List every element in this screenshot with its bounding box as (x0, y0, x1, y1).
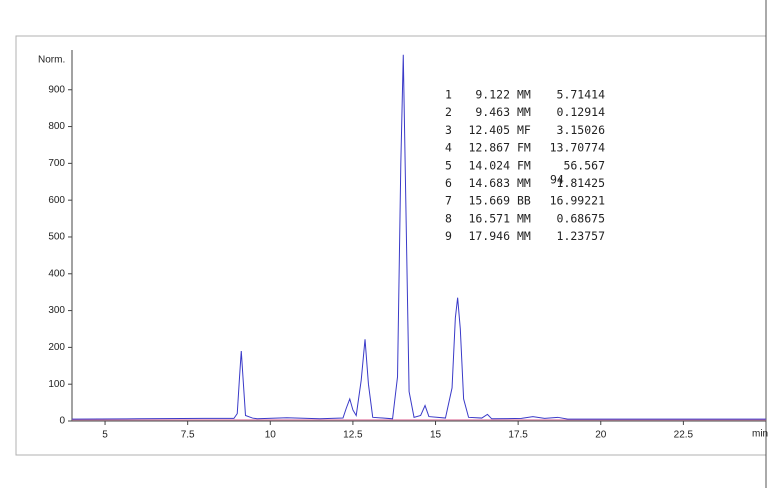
peak-table-cell: 1 (445, 88, 452, 102)
x-tick-label: 10 (265, 430, 277, 441)
trace (71, 54, 766, 420)
x-tick-label: 5 (102, 430, 108, 441)
y-tick-label: 500 (48, 232, 65, 243)
y-tick-label: 600 (48, 195, 65, 206)
peak-table-cell: FM (517, 158, 531, 172)
peak-table-cell: 14.024 (468, 158, 510, 172)
peak-table-cell: 2 (445, 105, 452, 119)
peak-table-cell: 17.946 (468, 229, 510, 243)
peak-table-cell: 15.669 (468, 194, 510, 208)
peak-table-cell: 5 (445, 158, 452, 172)
peak-table-cell: 4 (445, 141, 452, 155)
peak-table-cell: 3.15026 (557, 123, 606, 137)
y-tick-label: 400 (48, 268, 65, 279)
peak-table-cell: 1.81425 (557, 176, 605, 190)
peak-table-cell: MM (517, 176, 531, 190)
y-tick-label: 700 (48, 158, 65, 169)
overflow-text: 94 (550, 173, 564, 187)
peak-table-cell: 12.867 (468, 141, 510, 155)
x-tick-label: 15 (430, 430, 442, 441)
peak-table-cell: 9 (445, 229, 452, 243)
peak-table-cell: 9.463 (475, 105, 510, 119)
peak-table-cell: 8 (445, 211, 452, 225)
y-tick-label: 0 (59, 416, 65, 427)
peak-table-cell: 13.70774 (550, 141, 605, 155)
peak-table-cell: MM (517, 88, 531, 102)
peak-table-cell: 14.683 (468, 176, 510, 190)
peak-table-cell: MM (517, 211, 531, 225)
y-tick-label: 300 (48, 305, 65, 316)
x-tick-label: 12.5 (343, 430, 363, 441)
peak-table-cell: 7 (445, 194, 452, 208)
peak-table-cell: 16.571 (468, 211, 510, 225)
peak-table-cell: 9.122 (475, 88, 510, 102)
frame (15, 35, 767, 456)
peak-table-cell: 56.567 (563, 158, 605, 172)
peak-table-cell: BB (517, 194, 531, 208)
y-tick-label: 200 (48, 342, 65, 353)
peak-table-cell: MM (517, 229, 531, 243)
peak-table-cell: 0.12914 (557, 105, 606, 119)
peak-table-cell: 3 (445, 123, 452, 137)
peak-table-cell: FM (517, 141, 531, 155)
y-tick-label: 900 (48, 84, 65, 95)
peak-table-cell: MM (517, 105, 531, 119)
peak-table-cell: 1.23757 (557, 229, 606, 243)
peak-table-cell: 12.405 (468, 123, 510, 137)
y-tick-label: 800 (48, 121, 65, 132)
peak-table-cell: 16.99221 (550, 194, 605, 208)
peak-table-cell: 5.71414 (557, 88, 606, 102)
peak-table-cell: 0.68675 (557, 211, 605, 225)
y-axis-label: Norm. (38, 55, 65, 66)
peak-table-cell: 6 (445, 176, 452, 190)
peak-table-cell: MF (517, 123, 531, 137)
x-tick-label: 17.5 (508, 430, 528, 441)
x-tick-label: 22.5 (674, 430, 694, 441)
x-axis-label: min (752, 429, 768, 440)
y-tick-label: 100 (48, 379, 65, 390)
x-tick-label: 20 (595, 430, 607, 441)
x-tick-label: 7.5 (181, 430, 195, 441)
